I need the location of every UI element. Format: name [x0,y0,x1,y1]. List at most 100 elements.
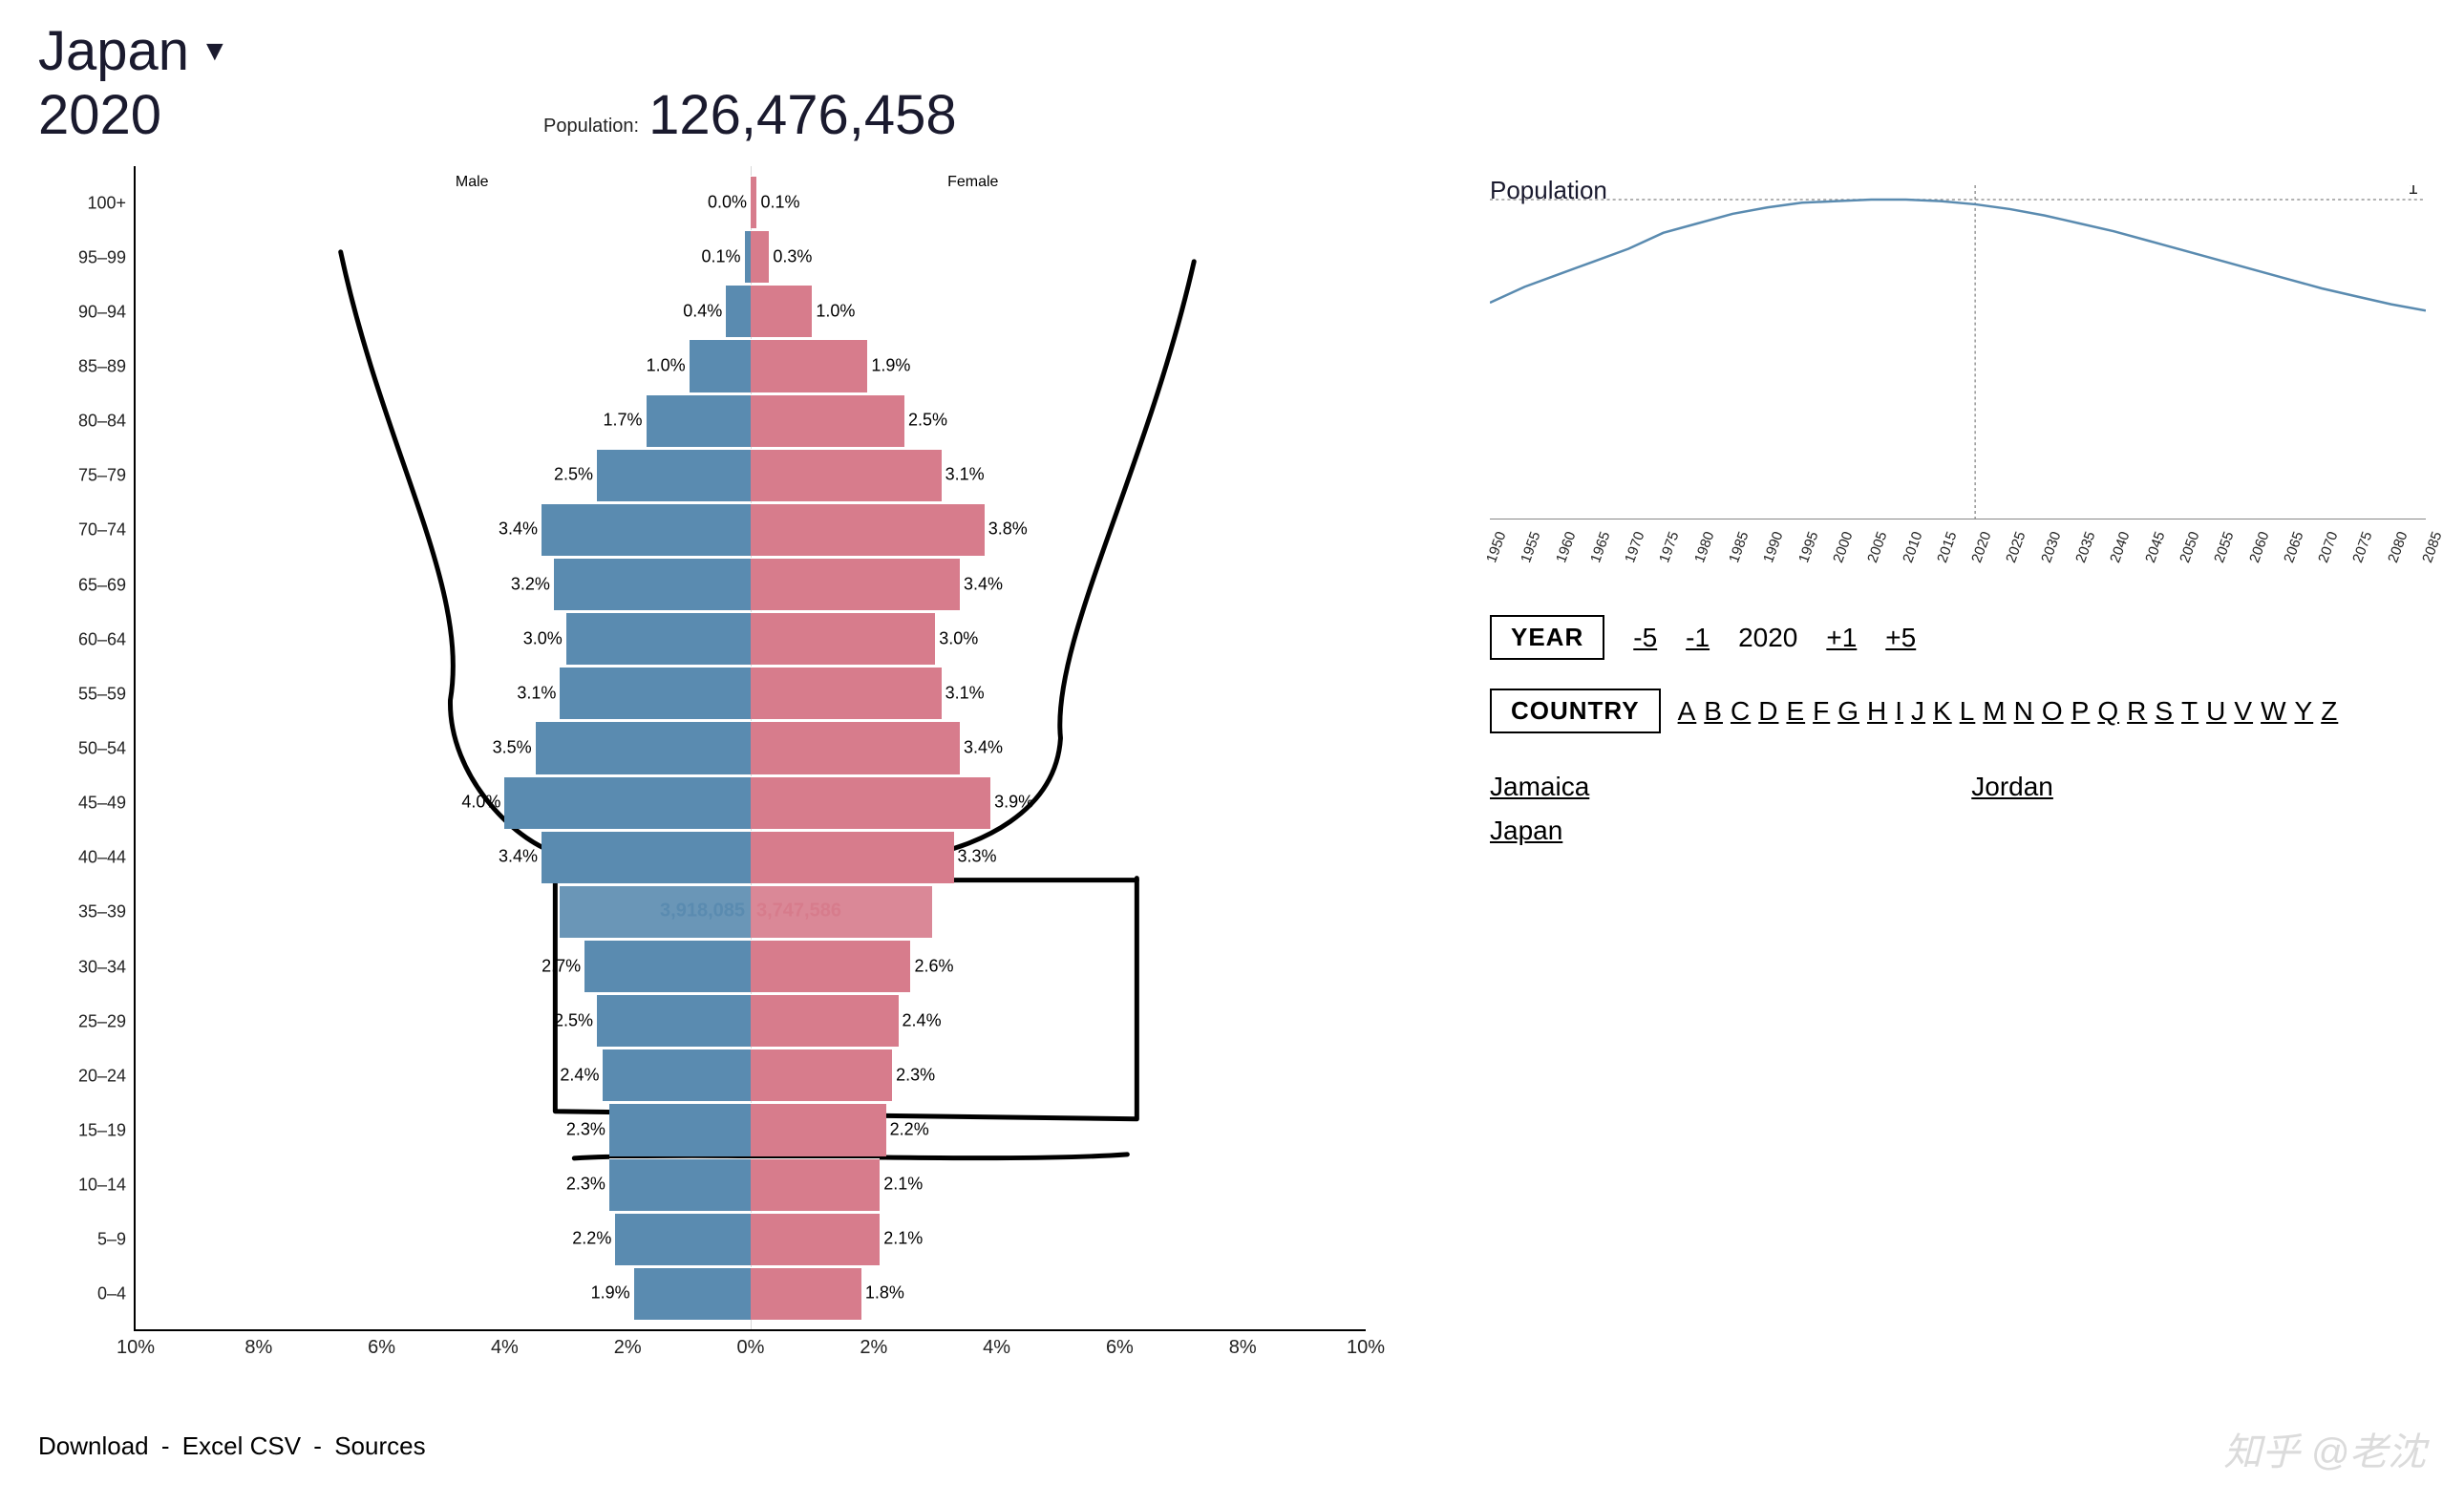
timeline-tick[interactable]: 2085 [2419,529,2445,564]
pyramid-row[interactable]: 3.4%3.8% [136,503,1366,556]
alphabet-letter[interactable]: I [1895,696,1903,726]
age-label: 50–54 [78,739,126,759]
alphabet-letter[interactable]: F [1813,696,1830,726]
alphabet-letter[interactable]: U [2206,696,2226,726]
pyramid-row[interactable]: 2.5%3.1% [136,449,1366,501]
pyramid-row[interactable]: 1.9%1.8% [136,1267,1366,1320]
timeline-tick[interactable]: 2070 [2315,529,2341,564]
alphabet-letter[interactable]: B [1704,696,1723,726]
download-link[interactable]: Download [38,1431,149,1460]
sources-link[interactable]: Sources [334,1431,425,1460]
year-minus-1[interactable]: -1 [1686,623,1710,653]
alphabet-letter[interactable]: W [2261,696,2286,726]
year-minus-5[interactable]: -5 [1633,623,1657,653]
pyramid-row[interactable]: 2.3%2.2% [136,1103,1366,1155]
alphabet-letter[interactable]: Q [2097,696,2119,726]
female-bar [751,1213,880,1265]
alphabet-letter[interactable]: K [1933,696,1952,726]
timeline-tick[interactable]: 2065 [2281,529,2306,564]
timeline-tick[interactable]: 1960 [1553,529,1579,564]
pyramid-chart: Male Female 100+0.0%0.1%95–990.1%0.3%90–… [38,166,1433,1461]
alphabet-letter[interactable]: L [1960,696,1976,726]
pyramid-row[interactable]: 3,918,0853,747,586 [136,885,1366,938]
male-pct-label: 3.1% [517,683,560,703]
timeline-tick[interactable]: 1965 [1587,529,1613,564]
country-link[interactable]: Jamaica [1490,772,1589,802]
year-plus-5[interactable]: +5 [1885,623,1916,653]
timeline-tick[interactable]: 2035 [2072,529,2098,564]
pyramid-row[interactable]: 3.1%3.1% [136,667,1366,719]
timeline-tick[interactable]: 2025 [2004,529,2029,564]
female-bar [751,339,867,392]
country-link[interactable]: Jordan [1971,772,2053,802]
timeline-tick[interactable]: 2010 [1900,529,1925,564]
alphabet-letter[interactable]: S [2155,696,2174,726]
timeline-tick[interactable]: 2015 [1934,529,1960,564]
male-pct-label: 2.5% [554,1010,597,1030]
pyramid-row[interactable]: 0.0%0.1% [136,176,1366,228]
timeline-tick[interactable]: 1980 [1691,529,1717,564]
alphabet-letter[interactable]: J [1911,696,1925,726]
alphabet-letter[interactable]: A [1678,696,1697,726]
timeline-tick[interactable]: 1990 [1761,529,1787,564]
timeline-tick[interactable]: 2030 [2038,529,2064,564]
pyramid-row[interactable]: 2.7%2.6% [136,940,1366,992]
year-plus-1[interactable]: +1 [1826,623,1857,653]
pyramid-row[interactable]: 2.4%2.3% [136,1049,1366,1101]
country-link[interactable]: Japan [1490,816,1589,846]
alphabet-letter[interactable]: Y [2295,696,2314,726]
age-label: 85–89 [78,357,126,377]
timeline-tick[interactable]: 2080 [2385,529,2411,564]
age-label: 0–4 [97,1284,126,1304]
timeline-tick[interactable]: 1985 [1726,529,1752,564]
pyramid-row[interactable]: 3.4%3.3% [136,831,1366,883]
male-pct-label: 3.4% [499,847,542,867]
pyramid-row[interactable]: 3.5%3.4% [136,721,1366,774]
timeline-tick[interactable]: 1995 [1795,529,1821,564]
timeline-tick[interactable]: 2055 [2211,529,2237,564]
timeline-tick[interactable]: 2000 [1830,529,1856,564]
female-bar [751,1103,886,1155]
male-bar [726,285,751,337]
male-pct-label: 3.2% [511,574,554,594]
timeline-tick[interactable]: 2005 [1864,529,1890,564]
timeline-tick[interactable]: 2060 [2246,529,2272,564]
alphabet-letter[interactable]: O [2042,696,2064,726]
alphabet-letter[interactable]: Z [2321,696,2338,726]
alphabet-letter[interactable]: G [1837,696,1859,726]
pyramid-row[interactable]: 0.1%0.3% [136,230,1366,283]
pyramid-row[interactable]: 2.3%2.1% [136,1158,1366,1211]
alphabet-letter[interactable]: M [1983,696,2006,726]
pyramid-row[interactable]: 1.0%1.9% [136,339,1366,392]
alphabet-letter[interactable]: V [2234,696,2253,726]
alphabet-letter[interactable]: C [1731,696,1751,726]
male-bar [542,503,751,556]
timeline-tick[interactable]: 1975 [1657,529,1683,564]
alphabet-letter[interactable]: R [2127,696,2147,726]
timeline-tick[interactable]: 2020 [1968,529,1994,564]
timeline-tick[interactable]: 1950 [1483,529,1509,564]
timeline-tick[interactable]: 2040 [2107,529,2133,564]
pyramid-row[interactable]: 1.7%2.5% [136,394,1366,447]
male-pct-label: 3.0% [523,628,566,648]
pyramid-row[interactable]: 0.4%1.0% [136,285,1366,337]
country-selector[interactable]: Japan ▼ [38,19,229,83]
pyramid-row[interactable]: 3.0%3.0% [136,612,1366,665]
alphabet-letter[interactable]: P [2071,696,2091,726]
timeline-tick[interactable]: 1970 [1622,529,1647,564]
timeline-tick[interactable]: 2050 [2177,529,2202,564]
timeline-tick[interactable]: 1955 [1518,529,1543,564]
alphabet-letter[interactable]: E [1786,696,1805,726]
pyramid-row[interactable]: 4.0%3.9% [136,776,1366,829]
alphabet-letter[interactable]: D [1758,696,1778,726]
alphabet-letter[interactable]: H [1867,696,1887,726]
pyramid-row[interactable]: 3.2%3.4% [136,558,1366,610]
excel-csv-link[interactable]: Excel CSV [182,1431,301,1460]
alphabet-letter[interactable]: N [2014,696,2034,726]
pyramid-row[interactable]: 2.5%2.4% [136,994,1366,1047]
timeline-tick[interactable]: 2045 [2142,529,2168,564]
alphabet-letter[interactable]: T [2181,696,2198,726]
pyramid-row[interactable]: 2.2%2.1% [136,1213,1366,1265]
female-pct-label: 2.1% [880,1229,923,1249]
timeline-tick[interactable]: 2075 [2350,529,2376,564]
